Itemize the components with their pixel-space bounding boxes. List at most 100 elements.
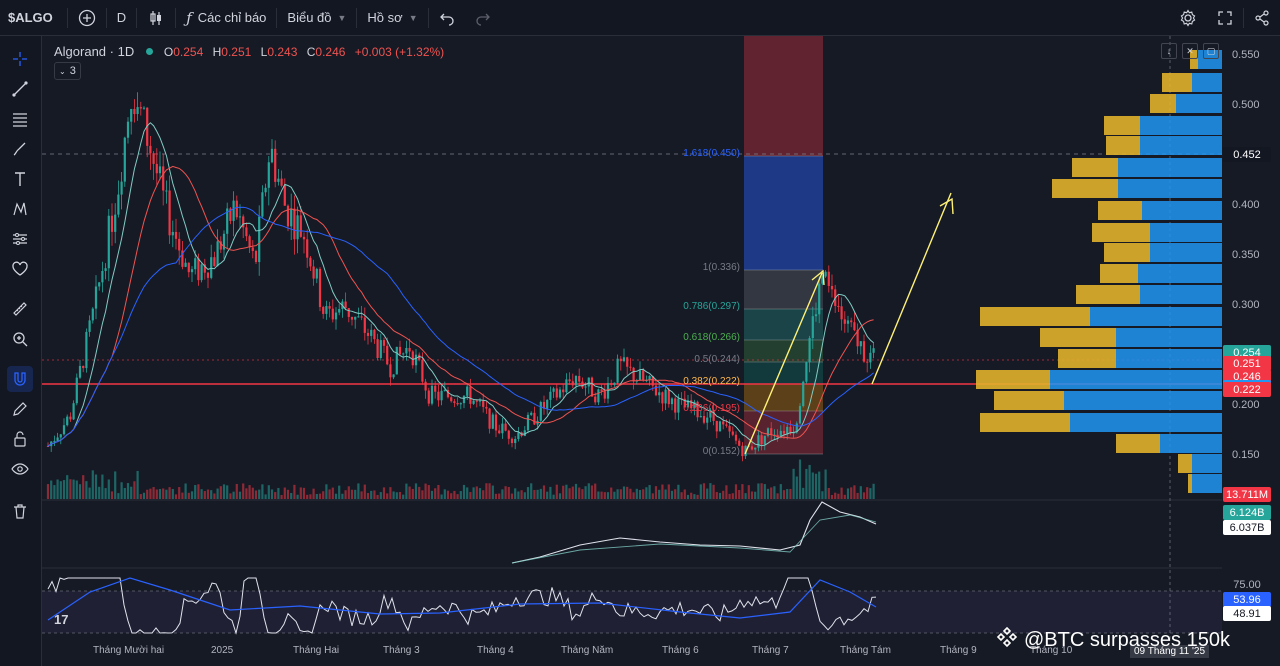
- profile-menu-button[interactable]: Hồ sơ ▼: [357, 0, 427, 36]
- candle-body: [619, 358, 622, 362]
- candle-body: [408, 347, 411, 352]
- volume-bar: [286, 489, 290, 499]
- toolbar-divider: [66, 7, 68, 28]
- brush-tool-button[interactable]: [7, 136, 33, 162]
- hide-drawings-button[interactable]: [7, 456, 33, 482]
- lock-icon: [11, 430, 29, 448]
- candle-body: [654, 385, 658, 396]
- candle-body: [498, 430, 501, 434]
- volume-profile-bar-up: [1160, 434, 1222, 453]
- candle-body: [56, 437, 59, 441]
- indicators-toggle-button[interactable]: ⌄ 3: [54, 62, 81, 80]
- volume-bar: [261, 484, 264, 499]
- volume-bar: [146, 489, 149, 499]
- interval-button[interactable]: D: [116, 10, 127, 25]
- volume-bar: [581, 489, 584, 499]
- compare-symbol-button[interactable]: [68, 0, 106, 36]
- text-tool-button[interactable]: [7, 166, 33, 192]
- candle-body: [450, 397, 453, 402]
- volume-bar: [155, 489, 158, 499]
- volume-bar: [248, 485, 251, 499]
- volume-bar: [293, 484, 296, 499]
- candle-body: [827, 271, 830, 286]
- volume-bar: [219, 486, 222, 499]
- candle-body: [210, 257, 213, 278]
- maximize-pane-button[interactable]: ▢: [1203, 43, 1219, 59]
- volume-bar: [347, 486, 350, 499]
- fib-tool-button[interactable]: [7, 106, 33, 132]
- plus-circle-icon: [78, 9, 96, 27]
- volume-bar: [651, 493, 654, 499]
- candle-body: [741, 445, 744, 457]
- scroll-down-button[interactable]: ↓: [1161, 43, 1177, 59]
- magnet-tool-button[interactable]: [7, 366, 33, 392]
- symbol-button[interactable]: $ALGO: [8, 10, 53, 25]
- toolbar-divider: [175, 7, 177, 28]
- lock-drawings-button[interactable]: [7, 426, 33, 452]
- candle-body: [466, 386, 469, 396]
- volume-bar: [645, 487, 648, 499]
- candle-body: [338, 309, 341, 313]
- volume-bar: [530, 483, 533, 499]
- crosshair-tool-button[interactable]: [7, 46, 33, 72]
- volume-bar: [104, 488, 107, 499]
- share-button[interactable]: [1244, 0, 1280, 36]
- stay-drawing-button[interactable]: [7, 396, 33, 422]
- volume-profile-bar-up: [1150, 223, 1222, 242]
- prediction-tool-button[interactable]: [7, 226, 33, 252]
- volume-bar: [584, 486, 587, 499]
- fib-level-label: 0.5(0.244): [694, 354, 740, 365]
- volume-bar: [482, 490, 485, 499]
- chart-menu-button[interactable]: Biểu đồ ▼: [277, 0, 356, 36]
- volume-profile-bar-down: [1040, 328, 1116, 347]
- collapse-button[interactable]: ✕: [1182, 43, 1198, 59]
- volume-bar: [216, 488, 219, 499]
- trendline-tool-button[interactable]: [7, 76, 33, 102]
- candle-body: [798, 406, 802, 424]
- volume-bar: [744, 493, 747, 499]
- remove-drawings-button[interactable]: [7, 498, 33, 524]
- volume-bar: [331, 487, 334, 499]
- volume-bar: [568, 488, 571, 499]
- fib-level-label: 1.618(0.450): [683, 148, 740, 159]
- fullscreen-button[interactable]: [1207, 0, 1243, 36]
- price-badge-0452: 0.452: [1223, 147, 1271, 162]
- undo-button[interactable]: [429, 0, 465, 36]
- candle-body: [85, 331, 88, 369]
- volume-bar: [472, 487, 475, 499]
- volume-bar: [187, 492, 190, 499]
- candle-body: [350, 316, 354, 320]
- volume-bar: [619, 489, 622, 499]
- toolbar-divider: [427, 7, 429, 28]
- volume-profile-bar-down: [976, 370, 1050, 389]
- settings-button[interactable]: [1169, 0, 1207, 36]
- collapse-icon: ✕: [1186, 45, 1194, 56]
- volume-bar: [715, 492, 718, 499]
- candle-body: [386, 345, 389, 365]
- candle-body: [88, 320, 91, 332]
- price-chart[interactable]: [42, 36, 1280, 666]
- volume-bar: [411, 488, 414, 499]
- indicators-button[interactable]: ƒ Các chỉ báo: [176, 0, 276, 36]
- volume-bar: [62, 480, 66, 499]
- volume-bar: [510, 493, 514, 499]
- favorites-button[interactable]: [7, 256, 33, 282]
- volume-profile-bar-down: [1190, 50, 1198, 69]
- redo-button[interactable]: [465, 0, 501, 36]
- zoom-tool-button[interactable]: [7, 326, 33, 352]
- candle-body: [312, 266, 315, 279]
- pattern-tool-button[interactable]: [7, 196, 33, 222]
- candle-body: [82, 365, 85, 369]
- volume-profile-bar-down: [1104, 116, 1140, 135]
- volume-bar: [453, 490, 456, 499]
- ruler-tool-button[interactable]: [7, 296, 33, 322]
- chart-type-button[interactable]: [137, 0, 175, 36]
- volume-bar: [866, 487, 869, 499]
- volume-bar: [475, 486, 478, 499]
- volume-bar: [427, 485, 430, 499]
- volume-bar: [533, 489, 536, 499]
- volume-profile-bar-down: [1104, 243, 1150, 262]
- volume-bar: [578, 487, 581, 499]
- volume-bar: [654, 486, 658, 499]
- candle-body: [610, 383, 613, 385]
